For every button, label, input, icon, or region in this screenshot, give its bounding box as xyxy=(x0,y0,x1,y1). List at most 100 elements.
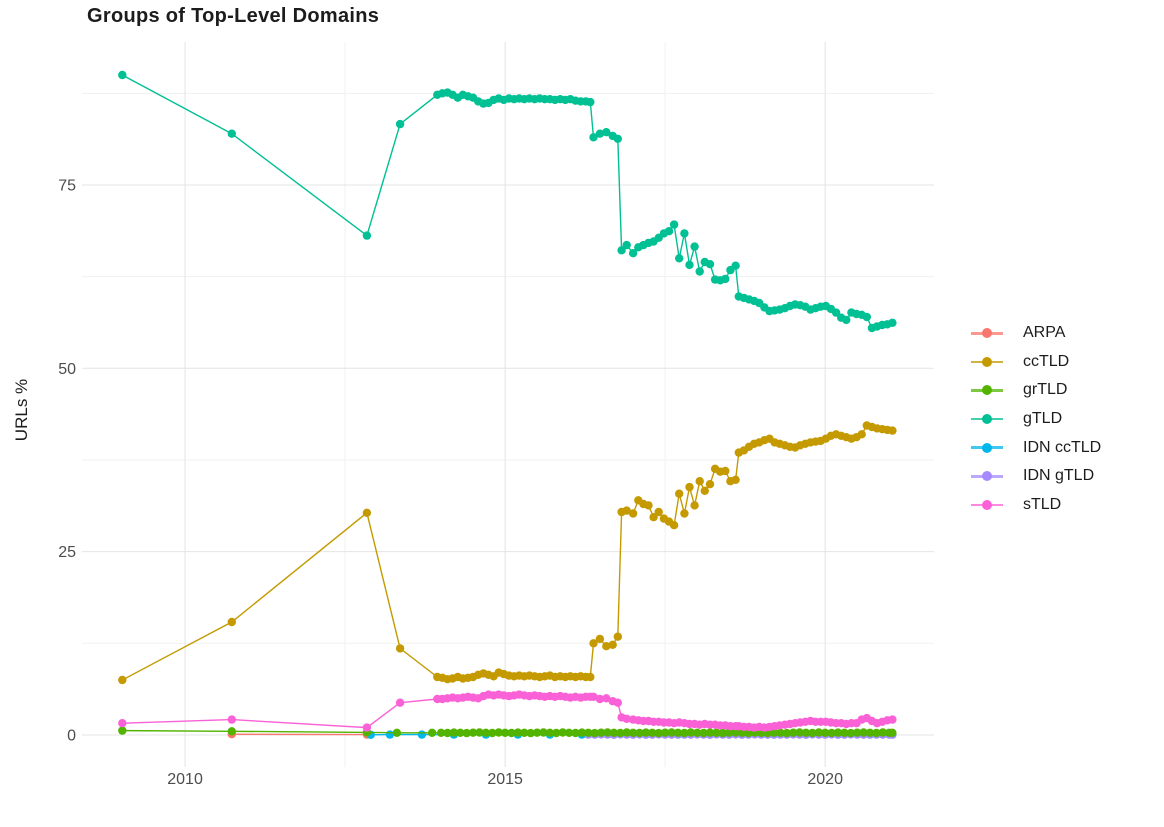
legend-swatch-stld xyxy=(971,499,1003,511)
data-point-gtld xyxy=(842,315,851,325)
data-point-gtld xyxy=(586,97,595,107)
data-point-grtld xyxy=(821,728,830,737)
data-point-gtld xyxy=(617,246,626,255)
legend-swatch-grtld xyxy=(971,384,1003,396)
legend-item-label: ccTLD xyxy=(1023,352,1070,370)
data-point-cctld xyxy=(613,632,622,641)
data-point-grtld xyxy=(628,728,638,737)
data-point-grtld xyxy=(840,728,849,737)
data-point-stld xyxy=(589,692,598,701)
data-point-gtld xyxy=(395,119,405,129)
data-point-grtld xyxy=(859,728,868,737)
data-point-cctld xyxy=(628,509,638,518)
data-point-grtld xyxy=(846,728,855,738)
data-point-grtld xyxy=(712,728,721,737)
data-point-gtld xyxy=(685,260,694,270)
data-point-grtld xyxy=(456,728,465,737)
data-point-grtld xyxy=(227,727,236,736)
data-point-idn-cctld xyxy=(385,730,395,739)
data-point-grtld xyxy=(833,728,843,737)
data-point-grtld xyxy=(436,728,446,737)
data-point-cctld xyxy=(608,640,617,649)
data-point-cctld xyxy=(685,482,694,492)
series-line-gtld xyxy=(121,74,893,329)
data-point-grtld xyxy=(468,728,478,737)
data-point-cctld xyxy=(721,466,730,476)
data-point-grtld xyxy=(853,728,862,737)
data-point-grtld xyxy=(699,728,708,738)
legend: ARPA ccTLD grTLD gTLD IDN ccTLD IDN gTLD sTLD xyxy=(971,319,1101,519)
data-point-gtld xyxy=(628,249,638,258)
data-point-grtld xyxy=(808,728,817,738)
legend-dot-icon xyxy=(982,499,992,510)
data-point-stld xyxy=(227,715,236,724)
data-point-stld xyxy=(118,719,127,728)
data-point-grtld xyxy=(641,728,651,737)
data-point-grtld xyxy=(782,728,791,738)
data-point-stld xyxy=(888,715,897,724)
data-point-cctld xyxy=(589,639,598,648)
data-point-stld xyxy=(602,694,611,703)
data-point-grtld xyxy=(609,728,619,737)
data-point-grtld xyxy=(801,728,811,737)
data-point-grtld xyxy=(488,728,497,738)
legend-swatch-idn-cctld xyxy=(971,442,1003,454)
legend-item-grtld: grTLD xyxy=(971,376,1101,405)
data-point-gtld xyxy=(675,254,684,263)
legend-dot-icon xyxy=(982,356,992,367)
legend-item-label: grTLD xyxy=(1023,381,1068,399)
legend-item-label: sTLD xyxy=(1023,495,1062,513)
legend-item-idn-gtld: IDN gTLD xyxy=(971,462,1101,491)
data-point-cctld xyxy=(675,489,684,498)
legend-swatch-gtld xyxy=(971,413,1003,425)
y-tick-label: 0 xyxy=(67,727,76,744)
y-axis-title: URLs % xyxy=(12,378,31,442)
data-point-cctld xyxy=(118,675,127,685)
legend-item-cctld: ccTLD xyxy=(971,348,1101,377)
data-point-grtld xyxy=(392,728,402,737)
data-point-gtld xyxy=(613,134,622,143)
legend-dot-icon xyxy=(982,328,992,339)
data-point-grtld xyxy=(654,728,663,738)
data-point-cctld xyxy=(362,508,372,517)
y-tick-label: 75 xyxy=(58,177,76,194)
data-point-gtld xyxy=(888,318,897,327)
data-point-cctld xyxy=(654,507,663,517)
legend-item-stld: sTLD xyxy=(971,491,1101,520)
data-point-grtld xyxy=(558,728,567,737)
data-point-cctld xyxy=(622,506,631,515)
data-point-cctld xyxy=(669,521,679,530)
data-point-cctld xyxy=(695,477,704,486)
data-point-stld xyxy=(395,698,405,707)
data-point-gtld xyxy=(669,220,679,229)
data-point-grtld xyxy=(577,728,587,737)
data-point-cctld xyxy=(602,642,611,651)
data-point-grtld xyxy=(545,728,555,737)
data-point-cctld xyxy=(595,634,605,644)
series-line-cctld xyxy=(121,424,893,681)
data-point-cctld xyxy=(731,475,740,484)
data-point-gtld xyxy=(831,308,841,317)
data-point-gtld xyxy=(595,129,605,138)
data-point-grtld xyxy=(462,728,471,738)
data-point-grtld xyxy=(532,728,542,737)
data-point-grtld xyxy=(769,728,779,737)
data-point-gtld xyxy=(731,261,740,270)
data-point-grtld xyxy=(449,728,459,737)
data-point-grtld xyxy=(648,728,657,737)
data-point-grtld xyxy=(443,728,452,738)
data-point-grtld xyxy=(795,728,804,737)
data-point-gtld xyxy=(622,240,631,250)
data-point-grtld xyxy=(427,728,437,737)
data-point-gtld xyxy=(118,70,127,80)
x-tick-label: 2020 xyxy=(807,771,843,788)
data-point-gtld xyxy=(362,231,372,240)
data-point-gtld xyxy=(705,260,715,269)
data-point-grtld xyxy=(596,728,606,737)
data-point-grtld xyxy=(827,728,836,738)
data-point-grtld xyxy=(725,728,734,737)
data-point-gtld xyxy=(680,229,689,238)
data-point-grtld xyxy=(564,728,574,737)
data-point-grtld xyxy=(667,728,676,737)
